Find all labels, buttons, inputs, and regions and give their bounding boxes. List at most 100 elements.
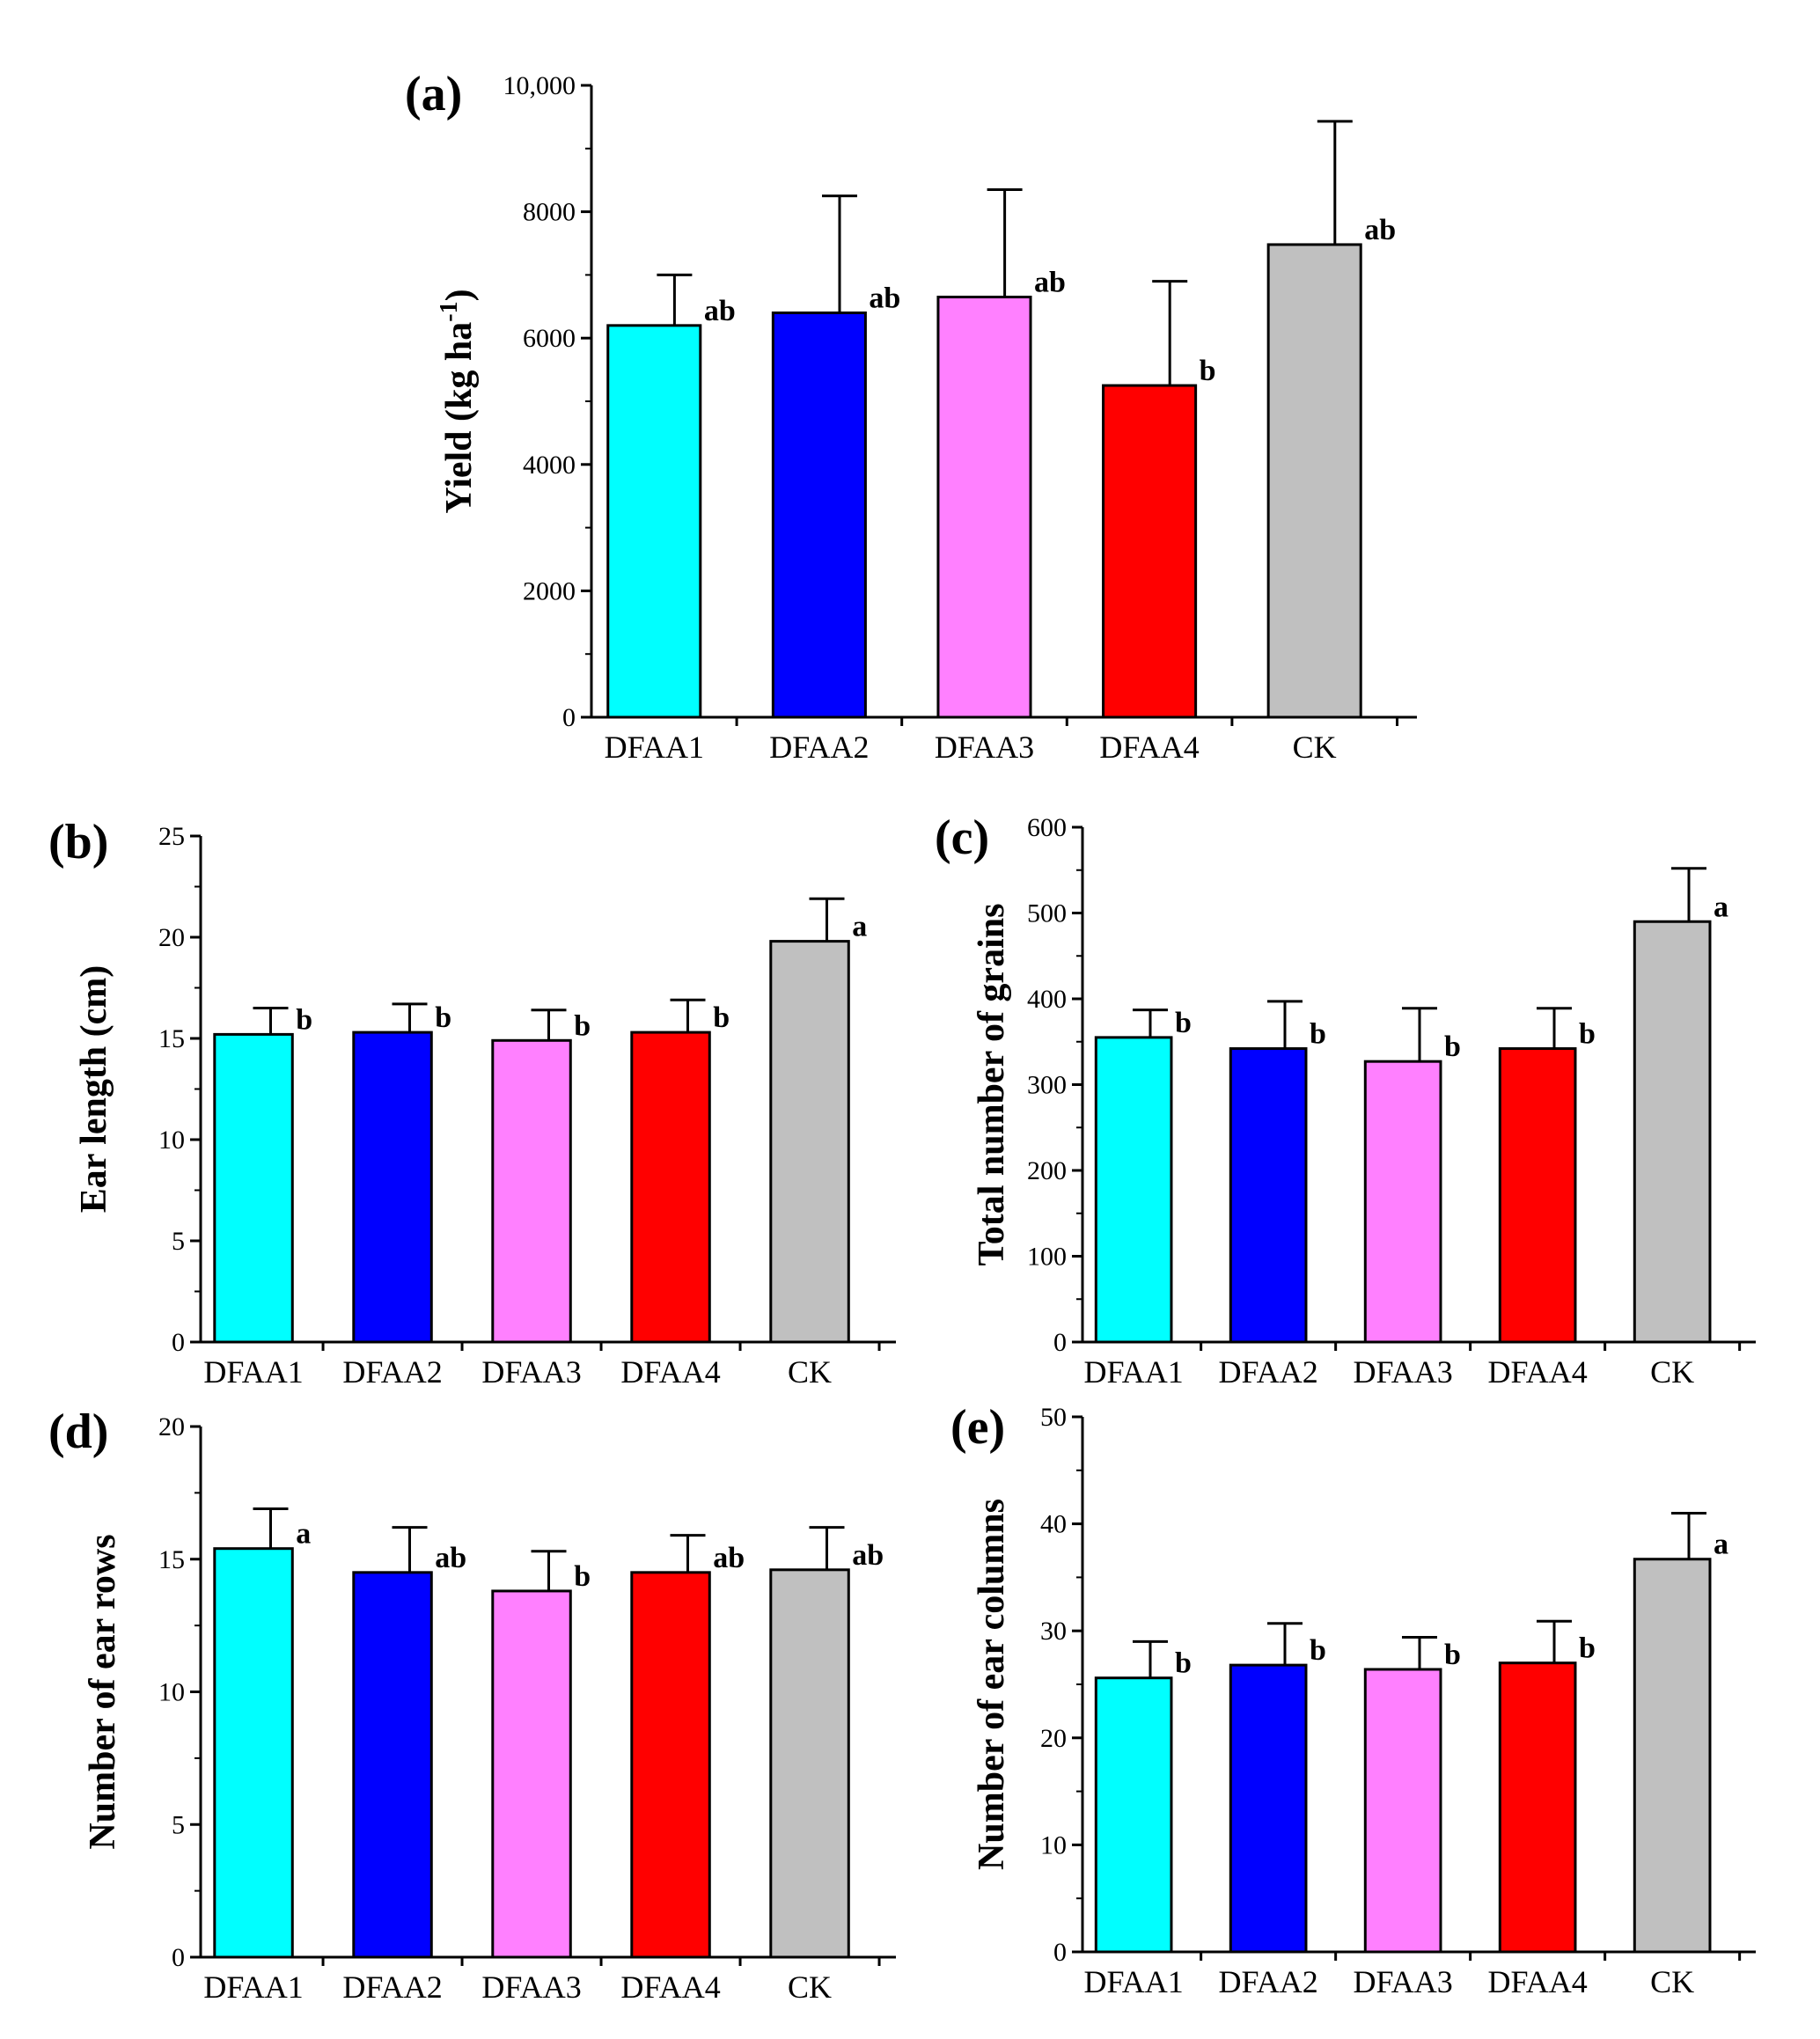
- panel-label: (c): [935, 810, 989, 865]
- bar-dfaa3: [491, 1589, 572, 1959]
- significance-letter-dfaa3: b: [1444, 1031, 1461, 1063]
- bar-ck: [1633, 1558, 1712, 1954]
- significance-letter-dfaa2: b: [1310, 1634, 1326, 1667]
- y-axis-title-text: Total number of grains: [972, 904, 1012, 1266]
- y-axis-title-text: Number of ear columns: [972, 1499, 1012, 1870]
- category-label-dfaa2: DFAA2: [769, 730, 869, 765]
- y-tick-label: 0: [172, 1943, 185, 1972]
- category-label-dfaa1: DFAA1: [605, 730, 704, 765]
- significance-letter-dfaa4: b: [1200, 355, 1216, 387]
- category-label-ck: CK: [788, 1969, 832, 2005]
- bar-dfaa1: [213, 1547, 294, 1959]
- panel-label: (e): [950, 1400, 1005, 1455]
- bar-dfaa2: [1229, 1663, 1308, 1954]
- significance-letter-dfaa1: b: [296, 1003, 312, 1036]
- y-tick-label: 600: [1027, 813, 1067, 842]
- bar-dfaa1: [1094, 1676, 1173, 1954]
- significance-letter-dfaa4: b: [1579, 1632, 1596, 1665]
- bar-dfaa4: [1102, 384, 1198, 719]
- bar-dfaa4: [630, 1031, 711, 1344]
- significance-letter-ck: a: [1714, 1529, 1728, 1561]
- panel-d: a DFAA1 ab DFAA2 b DFAA3 ab DFAA4 ab CK 0 5 10 15 20 (d…: [48, 1405, 896, 2005]
- significance-letter-dfaa1: b: [1175, 1647, 1192, 1680]
- significance-letter-dfaa4: b: [713, 1001, 730, 1034]
- panel-e: b DFAA1 b DFAA2 b DFAA3 b DFAA4 a CK 0 10 20 30 40 50 (e…: [950, 1400, 1756, 1999]
- category-label-dfaa4: DFAA4: [620, 1969, 720, 2005]
- category-label-dfaa3: DFAA3: [481, 1354, 581, 1390]
- category-label-dfaa3: DFAA3: [1353, 1354, 1452, 1390]
- y-axis-title-text: Ear length (cm): [74, 965, 114, 1214]
- y-tick-label: 10: [158, 1126, 185, 1155]
- category-label-dfaa1: DFAA1: [1083, 1964, 1183, 1999]
- bar-ck: [1633, 920, 1712, 1344]
- significance-letter-ck: a: [1714, 891, 1728, 923]
- significance-letter-ck: ab: [852, 1539, 884, 1572]
- category-label-ck: CK: [788, 1354, 832, 1390]
- bar-ck: [769, 1568, 850, 1959]
- significance-letter-ck: ab: [1364, 214, 1396, 246]
- category-label-dfaa4: DFAA4: [1487, 1964, 1587, 1999]
- y-axis-title: Number of ear rows: [83, 1534, 123, 1849]
- significance-letter-dfaa4: b: [1579, 1018, 1596, 1051]
- significance-letter-dfaa3: b: [574, 1560, 591, 1593]
- category-label-dfaa3: DFAA3: [481, 1969, 581, 2005]
- y-axis-title: Total number of grains: [972, 904, 1012, 1266]
- y-tick-label: 200: [1027, 1156, 1067, 1185]
- significance-letter-dfaa3: b: [1444, 1639, 1461, 1671]
- y-tick-label: 400: [1027, 985, 1067, 1014]
- panel-a: ab DFAA1 ab DFAA2 ab DFAA3 b DFAA4 ab CK 0 2000 4000…: [405, 67, 1417, 765]
- y-tick-label: 15: [158, 1024, 185, 1053]
- category-label-dfaa2: DFAA2: [1218, 1964, 1317, 1999]
- category-label-ck: CK: [1293, 730, 1337, 765]
- category-label-dfaa1: DFAA1: [203, 1354, 303, 1390]
- bar-dfaa3: [936, 296, 1032, 719]
- y-tick-label: 30: [1040, 1617, 1067, 1646]
- y-tick-label: 20: [158, 1412, 185, 1441]
- y-tick-label: 50: [1040, 1403, 1067, 1432]
- y-tick-label: 0: [1053, 1938, 1067, 1967]
- bar-dfaa1: [606, 324, 702, 719]
- y-tick-label: 4000: [523, 451, 576, 480]
- y-tick-label: 0: [1053, 1328, 1067, 1357]
- y-tick-label: 25: [158, 822, 185, 851]
- category-label-dfaa1: DFAA1: [1083, 1354, 1183, 1390]
- significance-letter-dfaa4: ab: [713, 1542, 745, 1574]
- y-axis-title-text: Yield (kg ha: [439, 322, 480, 514]
- y-tick-label: 0: [172, 1328, 185, 1357]
- bar-dfaa3: [491, 1038, 572, 1344]
- bar-dfaa1: [213, 1032, 294, 1344]
- y-tick-label: 20: [1040, 1724, 1067, 1753]
- category-label-ck: CK: [1650, 1964, 1694, 1999]
- y-axis-title: Yield (kg ha-1): [436, 289, 480, 513]
- panel-label: (b): [48, 815, 108, 869]
- y-tick-label: 6000: [523, 324, 576, 353]
- y-tick-label: 5: [172, 1227, 185, 1256]
- bar-dfaa2: [352, 1571, 433, 1959]
- y-tick-label: 100: [1027, 1243, 1067, 1272]
- panel-b: b DFAA1 b DFAA2 b DFAA3 b DFAA4 a CK 0 5 10 15 20 25 (b)…: [48, 815, 896, 1390]
- bar-dfaa1: [1094, 1036, 1173, 1344]
- significance-letter-dfaa3: ab: [1034, 267, 1066, 299]
- significance-letter-dfaa2: b: [1310, 1018, 1326, 1051]
- y-axis-title: Ear length (cm): [74, 965, 114, 1214]
- category-label-ck: CK: [1650, 1354, 1694, 1390]
- bar-ck: [1266, 243, 1362, 719]
- category-label-dfaa2: DFAA2: [342, 1969, 442, 2005]
- category-label-dfaa3: DFAA3: [1353, 1964, 1452, 1999]
- significance-letter-dfaa2: b: [435, 1001, 451, 1034]
- category-label-dfaa1: DFAA1: [203, 1969, 303, 2005]
- bar-dfaa4: [1498, 1047, 1577, 1344]
- significance-letter-dfaa2: ab: [435, 1542, 466, 1574]
- y-tick-label: 5: [172, 1810, 185, 1839]
- bar-dfaa2: [771, 311, 867, 719]
- bar-dfaa3: [1363, 1668, 1442, 1954]
- category-label-dfaa4: DFAA4: [1487, 1354, 1587, 1390]
- y-tick-label: 20: [158, 923, 185, 952]
- category-label-dfaa4: DFAA4: [1099, 730, 1199, 765]
- significance-letter-dfaa3: b: [574, 1009, 591, 1042]
- bar-dfaa4: [1498, 1661, 1577, 1954]
- y-axis-title-close: ): [439, 289, 480, 301]
- y-tick-label: 8000: [523, 198, 576, 227]
- category-label-dfaa2: DFAA2: [1218, 1354, 1317, 1390]
